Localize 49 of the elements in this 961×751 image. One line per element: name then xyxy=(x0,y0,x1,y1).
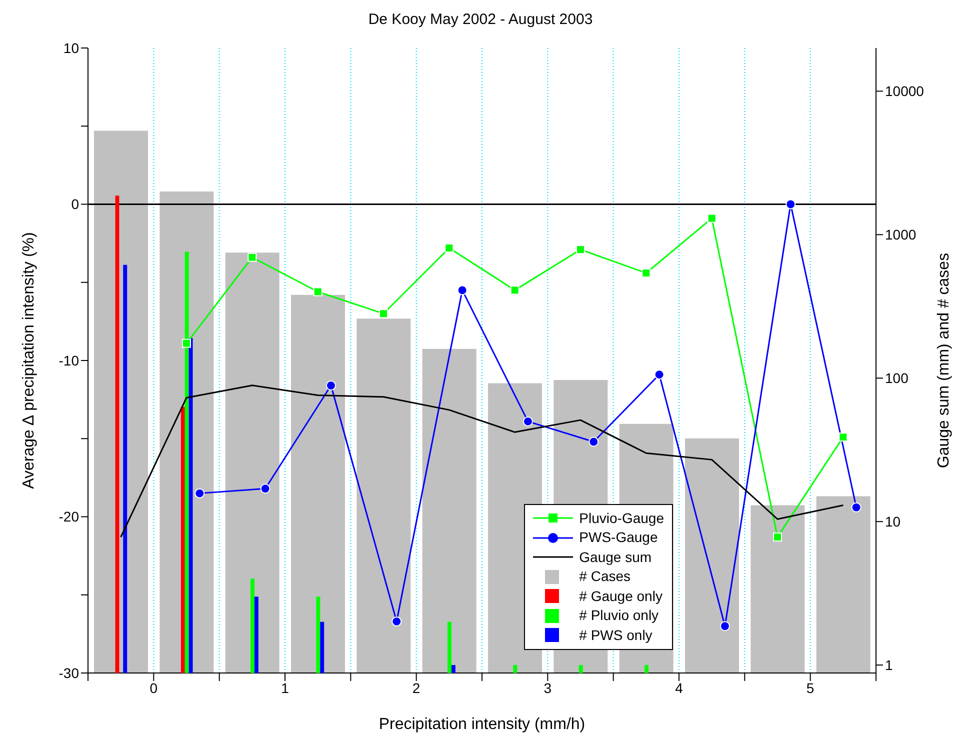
y-tick-label: -20 xyxy=(58,508,80,525)
point xyxy=(444,244,454,252)
legend-label: # Pluvio only xyxy=(579,606,659,625)
legend-label: # Gauge only xyxy=(579,586,662,606)
point xyxy=(654,370,664,380)
point xyxy=(313,287,322,296)
legend-label: Gauge sum xyxy=(579,548,652,567)
point xyxy=(522,416,533,426)
chart-title: De Kooy May 2002 - August 2003 xyxy=(367,10,594,30)
y-tick-label: -30 xyxy=(58,664,80,681)
y-tick-label: 0 xyxy=(71,196,80,212)
x-tick-label: 3 xyxy=(544,680,552,696)
y2-tick-label: 10000 xyxy=(885,83,924,100)
legend-label: # Cases xyxy=(579,567,631,586)
point xyxy=(838,432,848,442)
y-axis-title: Average ∆ precipitation intensity (%) xyxy=(20,232,38,489)
y2-tick-label: 100 xyxy=(885,370,909,386)
point xyxy=(588,436,599,447)
legend-label: # PWS only xyxy=(579,626,652,645)
y2-axis-title: Gauge sum (mm) and # cases xyxy=(936,252,953,468)
point xyxy=(576,245,585,254)
point xyxy=(392,616,402,626)
point xyxy=(379,309,388,318)
point xyxy=(248,252,257,262)
point xyxy=(851,502,862,512)
y2-tick-label: 1 xyxy=(885,657,893,674)
x-axis-title: Precipitation intensity (mm/h) xyxy=(378,716,586,733)
y-tick-label: 10 xyxy=(63,40,80,56)
point xyxy=(326,380,336,390)
point xyxy=(457,285,468,296)
x-tick-label: 4 xyxy=(675,680,684,696)
point xyxy=(182,338,191,348)
x-tick-label: 0 xyxy=(150,680,158,696)
point xyxy=(786,199,796,210)
x-tick-label: 1 xyxy=(281,680,290,696)
point xyxy=(773,532,782,542)
y-tick-label: -10 xyxy=(58,352,80,368)
y2-tick-label: 10 xyxy=(885,514,901,530)
point xyxy=(260,484,270,494)
legend-label: Pluvio-Gauge xyxy=(579,508,664,528)
point xyxy=(720,621,730,632)
legend-label: PWS-Gauge xyxy=(579,528,658,547)
x-tick-label: 5 xyxy=(806,680,814,696)
point xyxy=(642,268,651,278)
point xyxy=(194,488,205,498)
point xyxy=(707,214,716,223)
y2-tick-label: 1000 xyxy=(885,226,916,243)
x-tick-label: 2 xyxy=(412,680,420,696)
point xyxy=(510,286,520,295)
